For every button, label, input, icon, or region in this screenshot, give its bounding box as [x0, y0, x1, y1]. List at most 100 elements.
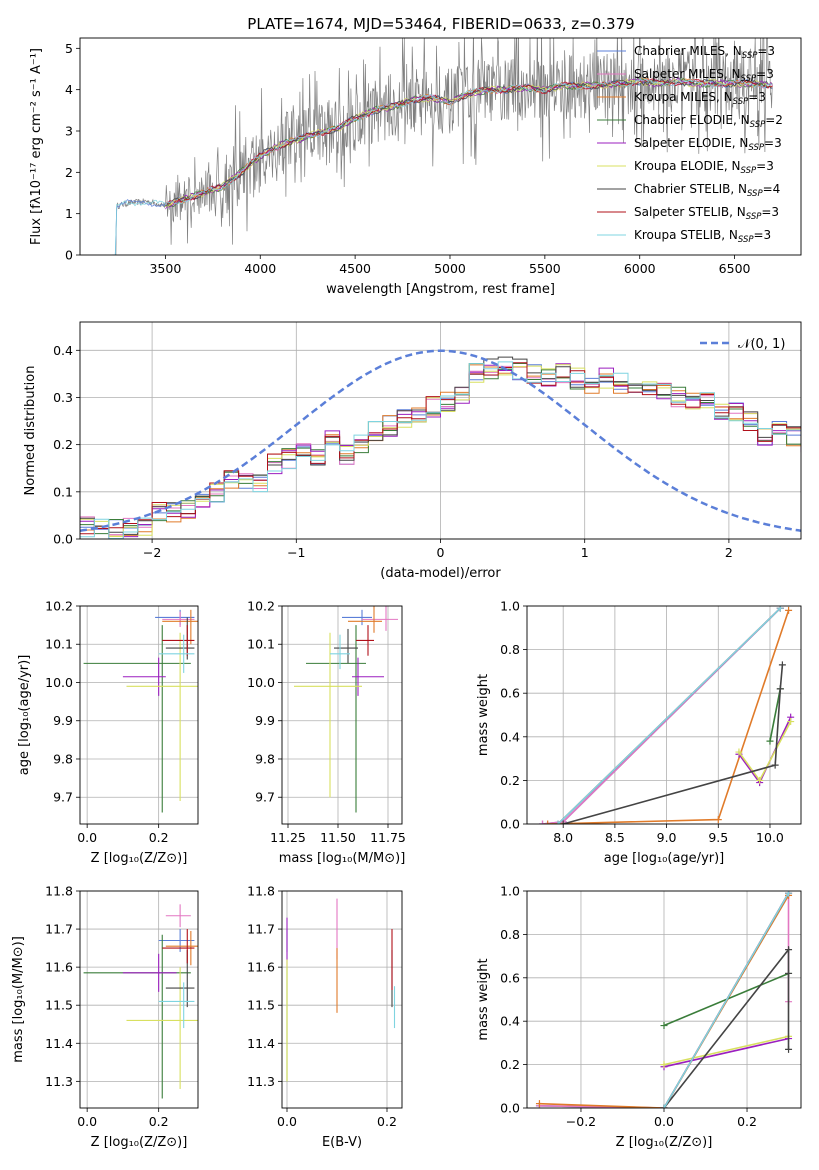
legend-subscript: SSP — [741, 166, 757, 176]
legend-subscript: SSP — [741, 74, 757, 84]
x-axis-label: Z [log₁₀(Z/Z⊙)] — [91, 1135, 188, 1150]
x-tick-label: 11.25 — [270, 830, 306, 845]
y-tick-label: 11.7 — [247, 922, 275, 937]
histogram-kroupa-miles — [80, 364, 801, 537]
residuals-legend: 𝒩(0, 1) — [700, 337, 785, 352]
y-axis-label: age [log₁₀(age/yr)] — [17, 655, 32, 776]
x-tick-label: −2 — [143, 545, 161, 560]
mass-vs-EBV-plot-area — [286, 898, 396, 1082]
legend-count: =3 — [764, 136, 782, 150]
x-tick-label: 0.2 — [149, 1114, 169, 1129]
axes-frame — [526, 890, 802, 1109]
weight-marker — [771, 761, 779, 769]
x-tick-label: 0.0 — [277, 1114, 297, 1129]
y-tick-label: 0.4 — [53, 343, 73, 358]
y-tick-label: 11.6 — [45, 960, 73, 975]
y-tick-label: 11.8 — [247, 884, 275, 899]
x-tick-label: 11.50 — [320, 830, 356, 845]
axes-frame — [281, 605, 403, 825]
legend-subscript: SSP — [748, 143, 764, 153]
weight-marker — [785, 891, 793, 897]
weight-line-kroupa-stelib — [663, 892, 790, 1108]
legend-entry: Chabrier MILES, NSSP=3 — [634, 44, 775, 61]
axes-frame — [79, 321, 802, 540]
x-axis-label: (data-model)/error — [380, 566, 501, 581]
massweight-vs-Z-panel: −0.2 0.0 0.2 0.0 0.2 0.4 0.6 0.8 1.0 Z [log₁₀(Z/Z… — [476, 884, 802, 1150]
weight-line-kroupa-elodie — [663, 1035, 789, 1066]
y-tick-label: 0.3 — [53, 390, 73, 405]
histogram-chabrier-stelib — [80, 356, 801, 535]
y-tick-label: 10.1 — [45, 637, 73, 652]
x-tick-label: 0 — [437, 545, 445, 560]
y-tick-label: 0.8 — [500, 927, 520, 942]
x-tick-label: 11.75 — [370, 830, 406, 845]
y-tick-label: 9.9 — [53, 713, 73, 728]
x-tick-label: 9.0 — [657, 830, 677, 845]
axes-frame — [79, 890, 199, 1109]
y-tick-label: 11.7 — [45, 922, 73, 937]
legend-entry: Kroupa ELODIE, NSSP=3 — [634, 159, 774, 176]
y-tick-label: 9.9 — [255, 713, 275, 728]
x-axis-label: E(B-V) — [322, 1135, 362, 1150]
legend-subscript: SSP — [738, 235, 754, 245]
y-tick-label: 1 — [65, 206, 73, 221]
y-tick-label: 9.7 — [255, 790, 275, 805]
weight-line-chabrier-elodie — [769, 688, 782, 742]
x-tick-label: 0.2 — [149, 830, 169, 845]
age-vs-mass-plot-area — [294, 606, 398, 813]
legend-entry: Salpeter STELIB, NSSP=3 — [634, 205, 779, 222]
spectrum-legend: Chabrier MILES, NSSP=3 Salpeter MILES, NS… — [597, 44, 783, 245]
y-tick-label: 11.3 — [45, 1074, 73, 1089]
y-tick-label: 0.1 — [53, 484, 73, 499]
x-tick-label: 8.0 — [553, 830, 573, 845]
axes-frame — [526, 605, 802, 825]
y-tick-label: 10.1 — [247, 637, 275, 652]
histogram-kroupa-stelib — [80, 361, 801, 539]
y-tick-label: 0.4 — [500, 1014, 520, 1029]
y-tick-label: 11.4 — [247, 1036, 275, 1051]
y-tick-label: 0.8 — [500, 642, 520, 657]
weight-marker — [785, 969, 793, 977]
y-tick-label: 0.6 — [500, 970, 520, 985]
figure-title: PLATE=1674, MJD=53464, FIBERID=0633, z=0… — [247, 15, 634, 33]
spectrum-panel: 3500 4000 4500 5000 5500 6000 6500 0 1 2 3 4 5 wavele… — [29, 37, 802, 297]
x-axis-label: Z [log₁₀(Z/Z⊙)] — [616, 1135, 713, 1150]
histogram-chabrier-miles — [80, 364, 801, 530]
y-axis-label: Normed distribution — [23, 366, 38, 496]
y-tick-label: 11.5 — [45, 998, 73, 1013]
y-tick-label: 9.7 — [53, 790, 73, 805]
x-tick-label: 1 — [581, 545, 589, 560]
legend-count: =4 — [763, 182, 781, 196]
y-tick-label: 9.8 — [53, 751, 73, 766]
panels: 3500 4000 4500 5000 5500 6000 6500 0 1 2 3 4 5 wavele… — [11, 37, 802, 1150]
y-tick-label: 5 — [65, 41, 73, 56]
age-vs-mass-panel: 11.25 11.50 11.75 9.7 9.8 9.9 10.0 10.1 10.2 mass… — [247, 599, 406, 867]
legend-subscript: SSP — [733, 97, 749, 107]
mass-vs-Z-plot-area — [83, 904, 198, 1099]
x-tick-label: −0.2 — [566, 1114, 596, 1129]
age-vs-Z-plot-area — [83, 609, 198, 813]
weight-marker — [778, 661, 786, 669]
legend-entry: Chabrier ELODIE, NSSP=2 — [634, 113, 783, 130]
y-tick-label: 1.0 — [500, 599, 520, 614]
x-tick-label: −1 — [287, 545, 305, 560]
x-tick-label: 2 — [725, 545, 733, 560]
massweight-vs-age-plot-area — [539, 606, 795, 824]
legend-count: =3 — [756, 159, 774, 173]
weight-marker — [776, 606, 784, 612]
y-tick-label: 0 — [65, 248, 73, 263]
y-tick-label: 11.6 — [247, 960, 275, 975]
axes-frame — [79, 605, 199, 825]
weight-marker — [544, 820, 552, 824]
legend-count: =3 — [748, 90, 766, 104]
weight-marker — [785, 1045, 793, 1053]
x-tick-label: 8.5 — [605, 830, 625, 845]
mass-vs-Z-panel: 0.0 0.2 11.3 11.4 11.5 11.6 11.7 11.8 Z [log₁₀(Z… — [11, 884, 199, 1150]
weight-marker — [766, 737, 774, 745]
axes-frame — [281, 890, 403, 1109]
legend-subscript: SSP — [747, 189, 763, 199]
x-tick-label: 0.2 — [377, 1114, 397, 1129]
y-tick-label: 11.5 — [247, 998, 275, 1013]
legend-entry: Kroupa STELIB, NSSP=3 — [634, 228, 771, 245]
y-tick-label: 4 — [65, 82, 73, 97]
